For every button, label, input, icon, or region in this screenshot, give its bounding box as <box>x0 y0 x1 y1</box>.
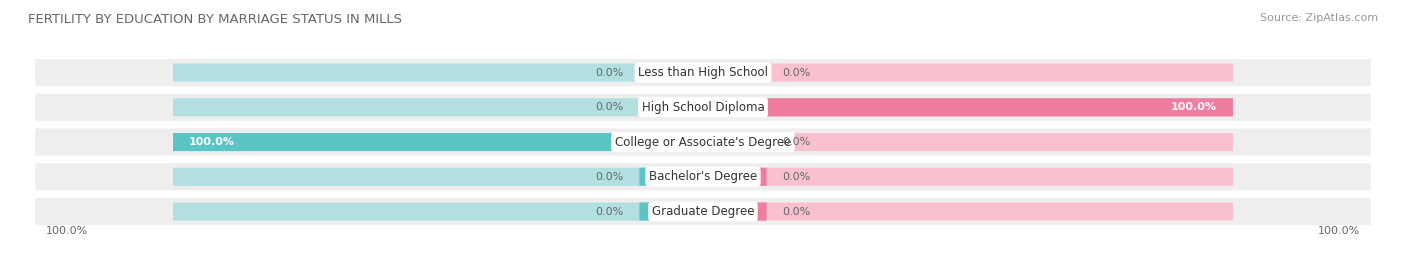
Text: 100.0%: 100.0% <box>1171 102 1218 112</box>
FancyBboxPatch shape <box>640 203 703 221</box>
FancyBboxPatch shape <box>640 168 703 186</box>
Text: 100.0%: 100.0% <box>46 226 89 236</box>
FancyBboxPatch shape <box>173 168 703 186</box>
Text: 0.0%: 0.0% <box>595 207 623 217</box>
FancyBboxPatch shape <box>703 98 1233 116</box>
FancyBboxPatch shape <box>640 98 703 116</box>
FancyBboxPatch shape <box>35 198 1371 225</box>
Text: 0.0%: 0.0% <box>595 68 623 77</box>
FancyBboxPatch shape <box>173 98 703 116</box>
FancyBboxPatch shape <box>703 133 766 151</box>
Text: 0.0%: 0.0% <box>783 207 811 217</box>
FancyBboxPatch shape <box>173 203 703 221</box>
FancyBboxPatch shape <box>35 163 1371 190</box>
Text: High School Diploma: High School Diploma <box>641 101 765 114</box>
Text: Bachelor's Degree: Bachelor's Degree <box>650 170 756 183</box>
FancyBboxPatch shape <box>703 64 1233 81</box>
FancyBboxPatch shape <box>703 203 1233 221</box>
Text: 100.0%: 100.0% <box>188 137 235 147</box>
FancyBboxPatch shape <box>173 64 703 81</box>
Text: Less than High School: Less than High School <box>638 66 768 79</box>
FancyBboxPatch shape <box>703 133 1233 151</box>
Text: 0.0%: 0.0% <box>783 137 811 147</box>
FancyBboxPatch shape <box>703 64 766 81</box>
FancyBboxPatch shape <box>35 128 1371 156</box>
FancyBboxPatch shape <box>703 168 1233 186</box>
Text: Graduate Degree: Graduate Degree <box>652 205 754 218</box>
Text: College or Associate's Degree: College or Associate's Degree <box>614 136 792 148</box>
Text: 0.0%: 0.0% <box>595 102 623 112</box>
Text: 0.0%: 0.0% <box>595 172 623 182</box>
Text: 0.0%: 0.0% <box>783 172 811 182</box>
Text: 100.0%: 100.0% <box>1317 226 1360 236</box>
FancyBboxPatch shape <box>35 59 1371 86</box>
FancyBboxPatch shape <box>640 64 703 81</box>
Text: 0.0%: 0.0% <box>783 68 811 77</box>
Text: Source: ZipAtlas.com: Source: ZipAtlas.com <box>1260 13 1378 23</box>
FancyBboxPatch shape <box>173 133 703 151</box>
FancyBboxPatch shape <box>35 94 1371 121</box>
FancyBboxPatch shape <box>703 168 766 186</box>
FancyBboxPatch shape <box>703 98 1233 116</box>
FancyBboxPatch shape <box>173 133 703 151</box>
FancyBboxPatch shape <box>703 203 766 221</box>
Text: FERTILITY BY EDUCATION BY MARRIAGE STATUS IN MILLS: FERTILITY BY EDUCATION BY MARRIAGE STATU… <box>28 13 402 27</box>
